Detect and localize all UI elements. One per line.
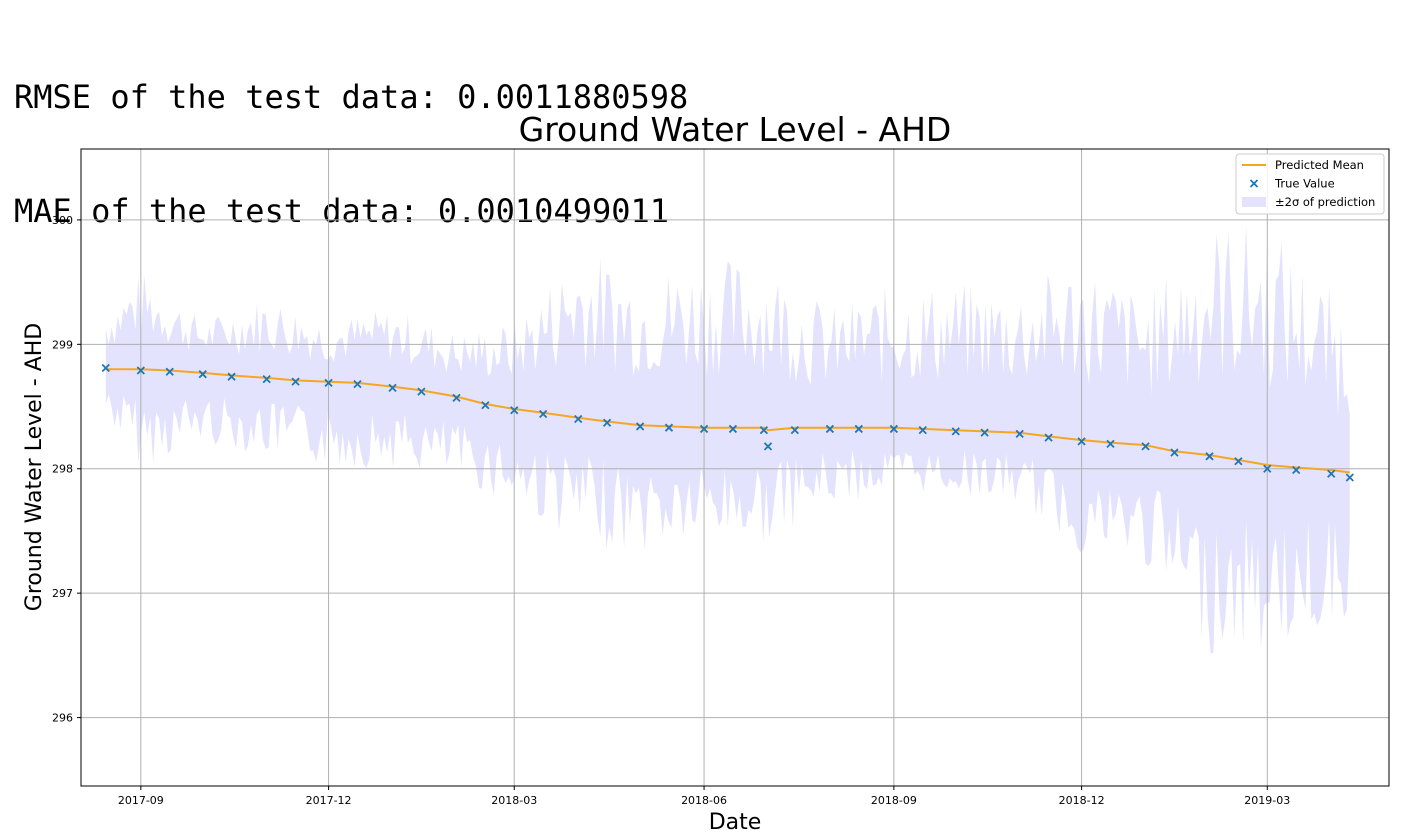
true-value-point — [1327, 469, 1336, 478]
mae-text: MAE of the test data: 0.0010499011 — [14, 192, 670, 230]
true-value-point — [1170, 448, 1179, 457]
y-tick-label: 297 — [52, 587, 73, 600]
legend-label: True Value — [1274, 177, 1335, 191]
y-axis-label: Ground Water Level - AHD — [22, 323, 47, 611]
y-tick-label: 296 — [52, 712, 73, 725]
x-tick-label: 2018-09 — [871, 794, 917, 807]
legend-marker-swatch — [1249, 179, 1259, 188]
true-value-point — [1292, 465, 1301, 475]
confidence-band — [105, 225, 1350, 654]
true-value-point — [1077, 437, 1086, 446]
rmse-text: RMSE of the test data: 0.0011880598 — [14, 78, 689, 116]
true-value-point — [353, 380, 362, 389]
legend-label: ±2σ of prediction — [1275, 195, 1375, 209]
true-value-point — [510, 406, 519, 415]
true-value-point — [417, 387, 426, 396]
true-value-point — [635, 422, 645, 431]
true-value-point — [763, 442, 773, 451]
true-value-point — [101, 363, 110, 373]
legend-box — [1235, 153, 1385, 215]
true-value-point — [136, 366, 145, 375]
true-value-point — [388, 383, 397, 393]
true-value-point — [664, 423, 674, 432]
true-value-point — [980, 428, 989, 437]
true-value-point — [1015, 429, 1024, 439]
true-value-point — [165, 367, 174, 376]
x-tick-label: 2017-12 — [306, 794, 352, 807]
x-tick-label: 2018-03 — [491, 794, 537, 807]
true-value-point — [1106, 439, 1115, 448]
true-value-point — [759, 426, 769, 435]
true-value-point — [1044, 433, 1053, 442]
y-tick-label: 300 — [52, 214, 73, 227]
true-value-point — [324, 378, 333, 388]
true-value-point — [198, 370, 207, 379]
chart-title: Ground Water Level - AHD — [519, 110, 952, 149]
true-value-point — [538, 409, 548, 419]
legend-band-swatch — [1242, 197, 1266, 207]
x-tick-label: 2019-03 — [1244, 794, 1290, 807]
true-value-point — [854, 424, 863, 434]
plot-frame — [80, 148, 1390, 787]
true-value-point — [1234, 457, 1243, 466]
true-value-point — [1205, 452, 1214, 461]
true-value-point — [481, 401, 490, 410]
y-tick-label: 299 — [52, 338, 73, 351]
true-value-point — [951, 427, 960, 436]
x-tick-label: 2017-09 — [118, 794, 164, 807]
true-value-point — [825, 424, 835, 434]
x-tick-label: 2018-06 — [681, 794, 727, 807]
x-axis-label: Date — [709, 810, 762, 834]
y-tick-label: 298 — [52, 463, 73, 476]
true-value-point — [790, 426, 799, 435]
true-value-point — [728, 424, 738, 434]
true-value-point — [1141, 442, 1150, 451]
legend-label: Predicted Mean — [1275, 158, 1364, 172]
true-value-point — [918, 426, 927, 435]
predicted-mean-line — [105, 368, 1350, 474]
true-value-point — [699, 424, 709, 434]
x-tick-label: 2018-12 — [1059, 794, 1105, 807]
true-value-point — [291, 377, 300, 386]
true-value-point — [1263, 464, 1272, 473]
true-value-point — [1345, 473, 1354, 482]
true-value-point — [452, 393, 461, 402]
true-value-point — [889, 424, 898, 434]
true-value-point — [574, 414, 583, 424]
true-value-point — [227, 372, 236, 381]
metrics-output: RMSE of the test data: 0.0011880598 MAE … — [14, 2, 688, 268]
true-value-point — [262, 375, 271, 384]
true-value-point — [602, 418, 612, 427]
